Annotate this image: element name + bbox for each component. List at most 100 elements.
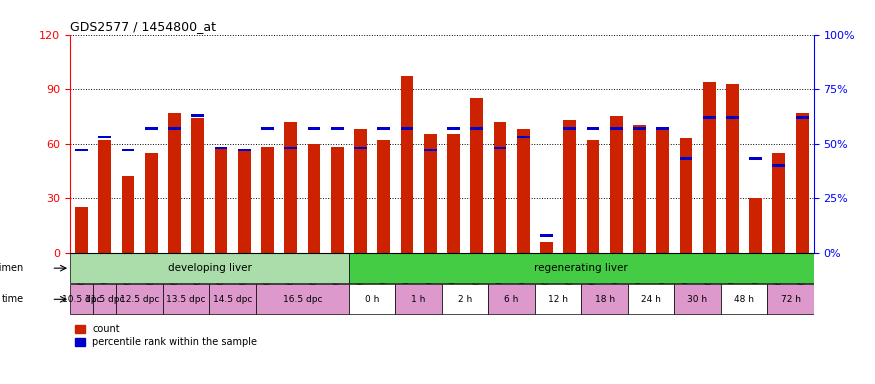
Bar [401,127,413,130]
Bar [675,285,721,314]
Bar [540,234,553,237]
Bar [726,84,738,253]
Bar [564,127,576,130]
Bar [471,127,483,130]
Text: 12.5 dpc: 12.5 dpc [120,295,159,304]
Bar [610,127,623,130]
Bar [401,76,413,253]
Bar [795,116,808,119]
Bar [214,147,228,253]
Text: regenerating liver: regenerating liver [535,263,628,273]
Text: 72 h: 72 h [780,295,801,304]
Text: 30 h: 30 h [688,295,708,304]
Bar [349,285,396,314]
Bar [192,118,204,253]
Bar [284,122,298,253]
Text: 12 h: 12 h [548,295,568,304]
Bar [424,149,437,151]
Bar [168,127,181,130]
Bar [633,127,646,130]
Bar [471,98,483,253]
Legend: count, percentile rank within the sample: count, percentile rank within the sample [75,324,257,348]
Bar [680,157,692,160]
Bar [773,153,785,253]
Bar [163,285,209,314]
Bar [564,120,576,253]
Text: time: time [2,294,24,304]
Bar [354,147,367,149]
Bar [424,134,437,253]
Bar [703,82,716,253]
Bar [767,285,814,314]
Text: developing liver: developing liver [167,263,251,273]
Bar [535,285,581,314]
Bar [377,140,390,253]
Text: 16.5 dpc: 16.5 dpc [283,295,322,304]
Bar [586,140,599,253]
Bar [377,127,390,130]
Bar [656,127,669,130]
Bar [75,149,88,151]
Bar [493,147,507,149]
Bar [586,127,599,130]
Bar [442,285,488,314]
Bar [331,147,344,253]
Bar [749,157,762,160]
Bar [122,149,135,151]
Bar [721,285,767,314]
Bar [238,149,251,151]
Bar [284,147,298,149]
Text: 24 h: 24 h [641,295,661,304]
Bar [447,127,460,130]
Bar [331,127,344,130]
Bar [628,285,675,314]
Bar [261,127,274,130]
Bar [749,198,762,253]
Bar [610,116,623,253]
Text: 0 h: 0 h [365,295,380,304]
Bar [354,129,367,253]
Bar [795,113,808,253]
Text: 48 h: 48 h [734,295,754,304]
Bar [540,242,553,253]
Text: 18 h: 18 h [594,295,614,304]
Bar [703,116,716,119]
Bar [726,116,738,119]
Bar [70,253,349,283]
Bar [122,176,135,253]
Text: 1 h: 1 h [411,295,426,304]
Bar [308,144,320,253]
Bar [238,149,251,253]
Bar [488,285,535,314]
Text: GDS2577 / 1454800_at: GDS2577 / 1454800_at [70,20,216,33]
Text: specimen: specimen [0,263,24,273]
Bar [447,134,460,253]
Bar [517,129,529,253]
Bar [256,285,349,314]
Text: 10.5 dpc: 10.5 dpc [62,295,102,304]
Bar [70,285,94,314]
Text: 11.5 dpc: 11.5 dpc [85,295,124,304]
Bar [145,127,158,130]
Bar [396,285,442,314]
Bar [99,140,111,253]
Bar [75,207,88,253]
Bar [209,285,256,314]
Bar [493,122,507,253]
Text: 14.5 dpc: 14.5 dpc [213,295,252,304]
Bar [349,253,814,283]
Bar [517,136,529,138]
Bar [99,136,111,138]
Bar [680,138,692,253]
Bar [192,114,204,117]
Bar [168,113,181,253]
Text: 6 h: 6 h [504,295,519,304]
Bar [633,126,646,253]
Text: 2 h: 2 h [458,295,472,304]
Bar [656,129,669,253]
Bar [581,285,628,314]
Bar [773,164,785,167]
Bar [214,147,228,149]
Bar [308,127,320,130]
Bar [145,153,158,253]
